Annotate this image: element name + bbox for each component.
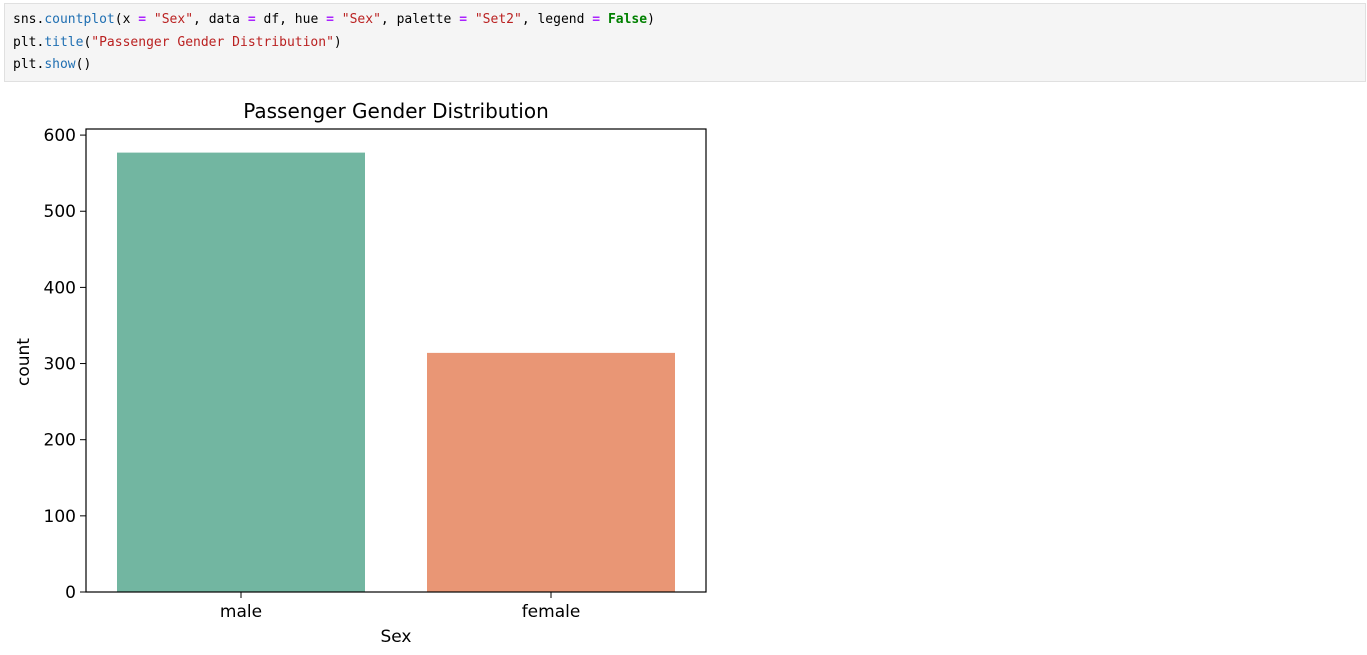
- code-token: show: [44, 57, 76, 72]
- code-token: df, hue: [255, 12, 327, 27]
- code-token: ): [333, 35, 342, 50]
- code-token: plt.: [13, 35, 45, 50]
- code-token: False: [607, 12, 648, 27]
- code-token: (): [75, 57, 92, 72]
- code-token: "Sex": [153, 12, 194, 27]
- y-tick-label: 100: [44, 507, 76, 527]
- code-line-1: sns.countplot(x = "Sex", data = df, hue …: [13, 9, 655, 31]
- code-token: =: [138, 12, 147, 27]
- y-tick-label: 600: [44, 126, 76, 146]
- chart-title: Passenger Gender Distribution: [243, 99, 549, 123]
- code-token: plt.: [13, 57, 45, 72]
- code-token: "Set2": [474, 12, 522, 27]
- bars-group: [117, 152, 675, 592]
- code-token: "Passenger Gender Distribution": [91, 35, 334, 50]
- bar-chart: Passenger Gender Distribution 0 100 200 300…: [14, 99, 707, 647]
- code-token: , palette: [380, 12, 460, 27]
- code-token: [467, 12, 475, 27]
- code-token: sns.: [13, 12, 45, 27]
- x-tick-label: male: [220, 602, 262, 622]
- y-tick-label: 500: [44, 202, 76, 222]
- code-token: ): [647, 12, 655, 27]
- code-token: [146, 12, 154, 27]
- code-token: title: [44, 35, 84, 50]
- bar-female: [427, 352, 675, 592]
- code-cell[interactable]: sns.countplot(x = "Sex", data = df, hue …: [4, 3, 1366, 82]
- x-tick-label: female: [522, 602, 581, 622]
- code-token: (: [83, 35, 92, 50]
- chart-output: Passenger Gender Distribution 0 100 200 300…: [0, 88, 740, 651]
- code-line-3: plt.show(): [13, 54, 91, 76]
- y-axis: 0 100 200 300 400 500 600: [44, 126, 86, 603]
- y-axis-label: count: [14, 338, 34, 386]
- plot-frame: [85, 128, 707, 593]
- code-token: , data: [193, 12, 248, 27]
- y-tick-label: 300: [44, 355, 76, 375]
- y-tick-label: 400: [44, 278, 76, 298]
- x-axis-label: Sex: [380, 627, 411, 647]
- y-tick-label: 0: [65, 583, 76, 603]
- code-token: =: [459, 12, 468, 27]
- code-token: , legend: [521, 12, 593, 27]
- code-token: =: [592, 12, 601, 27]
- code-token: countplot: [44, 12, 115, 27]
- code-token: =: [326, 12, 334, 27]
- code-token: (x: [114, 12, 139, 27]
- code-token: "Sex": [341, 12, 381, 27]
- code-line-2: plt.title("Passenger Gender Distribution…: [13, 32, 342, 54]
- code-token: [334, 12, 342, 27]
- code-token: [600, 12, 608, 27]
- bar-male: [117, 152, 365, 592]
- y-tick-label: 200: [44, 431, 76, 451]
- code-token: =: [247, 12, 256, 27]
- x-axis: male female: [220, 592, 580, 622]
